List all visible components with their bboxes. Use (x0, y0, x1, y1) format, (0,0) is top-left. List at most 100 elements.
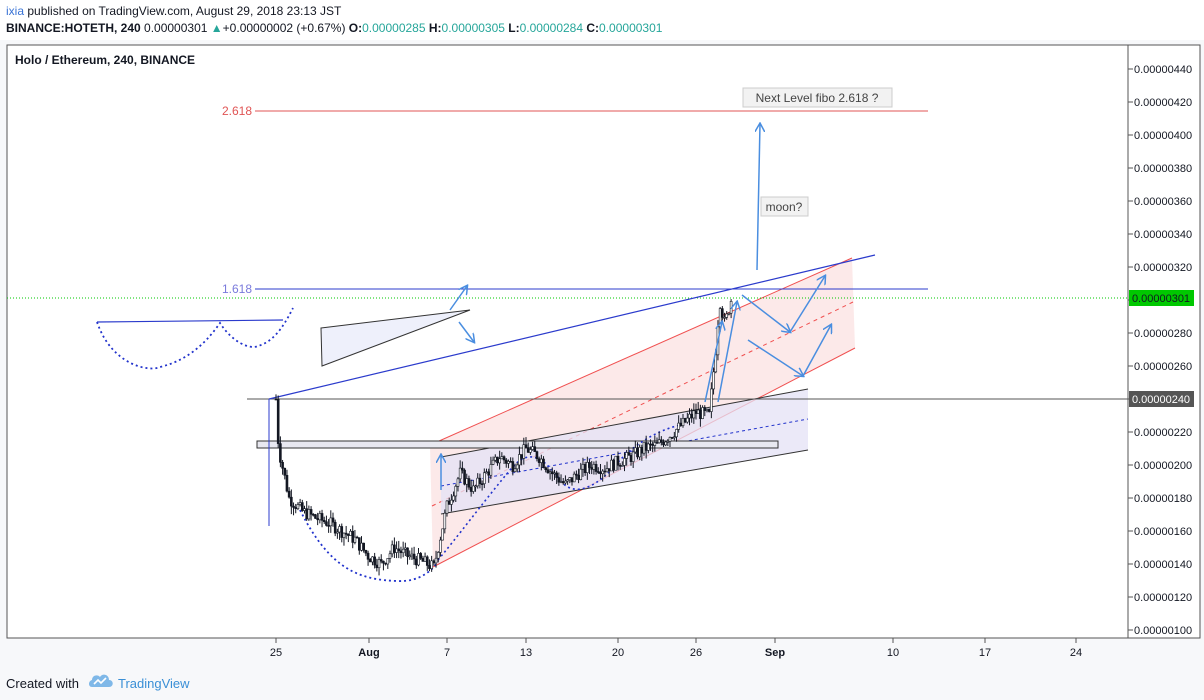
candle-body (666, 441, 670, 443)
big-cup-curve (299, 509, 439, 582)
purple-channel-fill (441, 389, 808, 514)
candle-body (456, 478, 460, 487)
candle-body (342, 532, 346, 538)
blue-trendline (268, 254, 876, 400)
rally-arrow-2 (717, 302, 737, 403)
candle-body (309, 509, 313, 515)
candle-body (612, 459, 615, 471)
y-tick-label: 0.00000100 (1134, 625, 1192, 637)
candle-body (351, 530, 355, 543)
low-value: 0.00000284 (519, 21, 584, 35)
red-channel-mid (431, 301, 854, 507)
high-label: H: (428, 21, 442, 35)
candle-body (540, 458, 543, 463)
candle-body (318, 513, 322, 521)
candle-body (419, 553, 422, 559)
x-tick-label: 13 (520, 647, 532, 659)
x-tick-label: 20 (612, 647, 624, 659)
candle-body (524, 444, 528, 448)
moon-arrow (757, 124, 760, 271)
candle-body (452, 495, 455, 501)
candle-body (511, 461, 515, 472)
candle-body (533, 446, 537, 452)
pennant-arrow-down (458, 321, 474, 342)
candle-body (279, 443, 282, 463)
price-axis[interactable] (1127, 44, 1201, 639)
candle-body (285, 474, 289, 492)
candle-body (474, 485, 477, 488)
candle-body (721, 308, 724, 318)
candle-body (677, 422, 680, 430)
candle-body (705, 409, 709, 411)
last-price-badge (1129, 290, 1194, 306)
candle-body (614, 455, 618, 471)
candle-body (670, 437, 674, 439)
moon-note-box[interactable] (760, 196, 809, 217)
candle-body (564, 480, 567, 484)
bounce-arrow-1 (789, 276, 825, 333)
candle-body (290, 496, 293, 507)
candle-body (327, 525, 330, 527)
price-chart[interactable]: Holo / Ethereum, 240, BINANCE 0.00000440… (0, 40, 1204, 662)
candle-body (535, 451, 539, 460)
candle-body (338, 526, 341, 533)
candle-body (561, 481, 565, 484)
last-value: 0.00000301 (144, 21, 208, 35)
candle-body (607, 468, 611, 472)
last-price-label: 0.00000301 (1132, 293, 1190, 305)
candle-body (579, 468, 583, 480)
candle-body (688, 413, 691, 419)
open-value: 0.00000285 (362, 21, 426, 35)
candle-body (683, 418, 687, 423)
low-label: L: (508, 21, 520, 35)
x-tick-label: 26 (690, 647, 702, 659)
candle-body (498, 458, 501, 464)
candle-body (699, 409, 702, 419)
candle-body (360, 542, 363, 551)
candle-body (461, 467, 464, 471)
candle-body (692, 410, 696, 419)
candle-body (675, 429, 678, 438)
close-value: 0.00000301 (599, 21, 663, 35)
candle-body (480, 483, 484, 485)
candle-body (281, 462, 284, 469)
y-tick-label: 0.00000120 (1134, 592, 1192, 604)
candle-body (504, 459, 508, 464)
candle-body (287, 490, 291, 498)
candle-body (478, 477, 482, 484)
next-level-note-box[interactable] (742, 87, 893, 108)
candle-body (428, 565, 431, 569)
candle-body (487, 471, 490, 476)
candle-body (642, 442, 646, 454)
candle-body (353, 536, 357, 543)
candle-body (485, 471, 488, 474)
candle-body (274, 398, 278, 401)
candle-body (425, 556, 429, 566)
candle-body (537, 458, 541, 463)
author-link[interactable]: ixia (6, 4, 25, 18)
candle-body (364, 550, 368, 554)
candle-body (526, 447, 530, 453)
y-tick-label: 0.00000280 (1134, 328, 1192, 340)
candle-body (347, 534, 350, 536)
change-value: +0.00000002 (+0.67%) (222, 21, 346, 35)
candle-body (320, 513, 324, 521)
candlestick-series (274, 299, 733, 576)
candle-body (572, 473, 576, 483)
candle-body (307, 509, 311, 520)
candle-body (371, 556, 374, 563)
candle-body (581, 464, 585, 470)
y-tick-label: 0.00000180 (1134, 493, 1192, 505)
candle-body (586, 462, 589, 474)
open-label: O: (348, 21, 363, 35)
candle-body (640, 447, 644, 454)
y-tick-label: 0.00000340 (1134, 229, 1192, 241)
candle-body (388, 553, 392, 559)
candle-body (454, 485, 458, 497)
candle-body (507, 461, 510, 464)
candle-body (443, 512, 447, 530)
candle-body (333, 521, 337, 534)
purple-channel-bottom (440, 449, 809, 515)
tradingview-cloud-icon[interactable] (88, 672, 114, 690)
tradingview-link[interactable]: TradingView (118, 676, 190, 691)
